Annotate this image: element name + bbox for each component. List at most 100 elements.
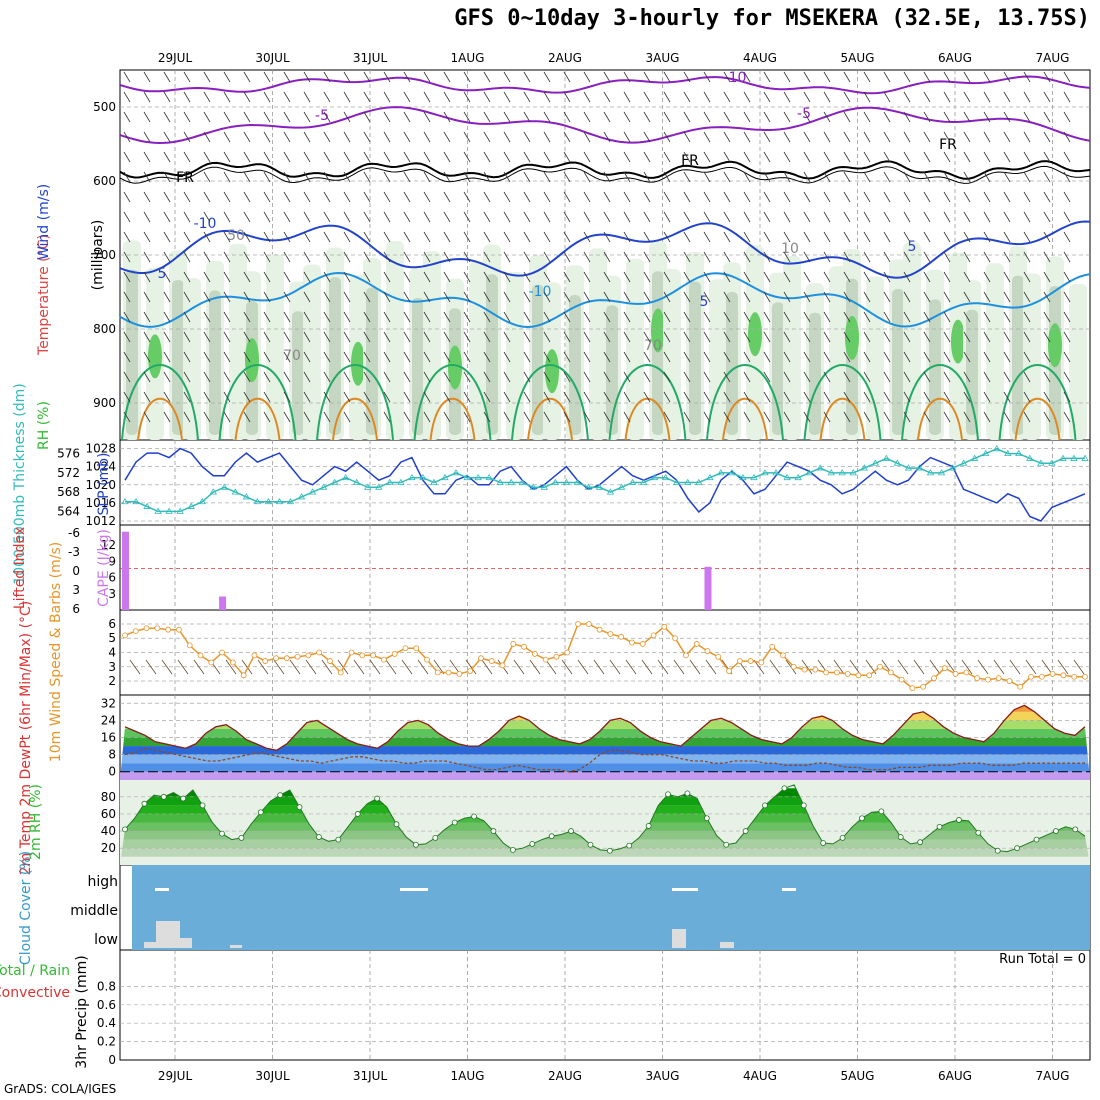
wind-barb <box>923 391 931 403</box>
wind-barb <box>423 111 431 123</box>
y-tick-label: 6 <box>108 617 116 631</box>
wind-barb <box>823 171 831 183</box>
wind-barb <box>763 211 771 223</box>
rh-shade-cell <box>829 266 847 440</box>
wind-barb <box>343 411 351 423</box>
wind-barb <box>703 411 711 423</box>
wind10-barb <box>129 659 141 675</box>
rh-shade-cell <box>292 311 304 435</box>
thickness-point <box>849 469 857 476</box>
wind-barb <box>843 271 851 283</box>
wind-barb <box>803 191 811 203</box>
wind10-point <box>941 665 948 672</box>
upper-air-ylabel-part: RH (%) <box>36 401 52 450</box>
wind-barb <box>563 291 571 303</box>
thickness-point <box>970 454 979 461</box>
wind-barb <box>963 91 971 103</box>
wind10-point <box>240 672 247 679</box>
temp-contour-orange <box>332 397 378 441</box>
thickness-point <box>639 478 648 485</box>
wind10-barb <box>849 659 861 675</box>
wind-barb <box>863 191 871 203</box>
wind-barb <box>1063 311 1071 323</box>
wind10-point <box>855 672 862 679</box>
wind-barb <box>483 311 491 323</box>
wind-barb <box>263 111 271 123</box>
x-tick-label-top: 29JUL <box>158 51 193 65</box>
wind10-point <box>1017 683 1024 690</box>
wind-barb <box>1063 331 1071 343</box>
wind10-point <box>402 645 409 652</box>
x-tick-label-top: 4AUG <box>743 51 777 65</box>
thickness-point <box>573 478 582 485</box>
wind-barb <box>963 131 971 143</box>
wind-barb <box>203 311 211 323</box>
wind-barb <box>963 211 971 223</box>
wind-barb <box>263 371 271 383</box>
wind10-point <box>931 675 937 682</box>
wind-barb <box>443 171 451 183</box>
contour-label: 50 <box>227 228 245 244</box>
wind-barb <box>1063 151 1071 163</box>
wind-barb <box>143 71 151 83</box>
wind-barb <box>1063 391 1071 403</box>
wind-barb <box>1023 391 1031 403</box>
wind-barb <box>703 131 711 143</box>
wind10-point <box>510 641 517 647</box>
wind-barb <box>743 151 751 163</box>
wind-barb <box>243 171 251 183</box>
wind-barb <box>403 371 411 383</box>
wind10-point <box>693 641 700 647</box>
wind-barb <box>483 211 491 223</box>
wind-barb <box>543 371 551 383</box>
wind-barb <box>923 231 931 243</box>
wind-barb <box>463 311 471 323</box>
wind-barb <box>343 211 351 223</box>
wind-barb <box>343 131 351 143</box>
wind-barb <box>323 211 331 223</box>
y-tick-label: 600 <box>93 174 116 188</box>
thickness-tick-label: 576 <box>57 447 80 461</box>
x-tick-label-top: 2AUG <box>548 51 582 65</box>
y-tick-label: 0.6 <box>97 998 116 1012</box>
rh-shade-cell <box>366 287 378 435</box>
wind-barb <box>183 91 191 103</box>
wind-barb <box>683 291 691 303</box>
wind-barb <box>563 311 571 323</box>
wind-barb <box>323 131 331 143</box>
wind-barb <box>723 271 731 283</box>
wind-barb <box>903 231 911 243</box>
thickness-point <box>684 478 692 485</box>
wind-barb <box>783 331 791 343</box>
thickness-point <box>993 445 1001 452</box>
wind-barb <box>263 151 271 163</box>
wind-barb <box>703 251 711 263</box>
li-tick-label: -6 <box>68 526 80 540</box>
wind10-barb <box>145 659 157 675</box>
wind-barb <box>143 271 151 283</box>
wind-barb <box>443 231 451 243</box>
temp-contour-green <box>413 364 492 441</box>
wind10-point <box>445 669 452 676</box>
wind10-point <box>316 649 323 656</box>
wind-barb <box>543 151 551 163</box>
wind-barb <box>643 291 651 303</box>
wind-barb <box>363 311 371 323</box>
wind-barb <box>823 271 831 283</box>
thickness-point <box>739 473 747 481</box>
wind10-barb <box>897 659 909 675</box>
wind-barb <box>523 251 531 263</box>
wind-barb <box>183 111 191 123</box>
wind-barb <box>183 351 191 363</box>
wind-barb <box>403 191 411 203</box>
x-tick-label-top: 30JUL <box>255 51 290 65</box>
thickness-point <box>507 478 515 485</box>
wind-barb <box>343 151 351 163</box>
wind-barb <box>323 191 331 203</box>
wind-barb <box>523 271 531 283</box>
wind-barb <box>663 131 671 143</box>
wind-barb <box>463 71 471 83</box>
wind-barb <box>1043 91 1051 103</box>
wind-barb <box>803 371 811 383</box>
wind-barb <box>383 251 391 263</box>
